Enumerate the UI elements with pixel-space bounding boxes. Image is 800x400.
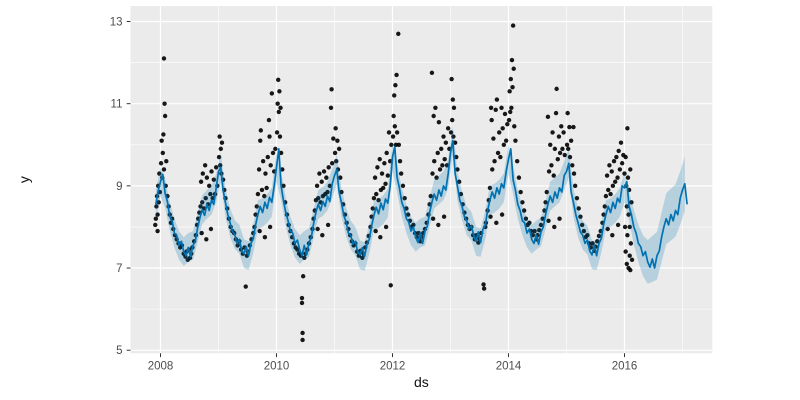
forecast-line <box>154 139 688 269</box>
x-tick-label: 2010 <box>264 360 290 372</box>
x-tick-label: 2012 <box>380 360 406 372</box>
y-tick-label: 13 <box>110 16 123 28</box>
axes: 2008 2010 2012 2014 2016 5 7 9 11 13 ds y <box>16 16 637 390</box>
y-axis-title: y <box>16 176 32 183</box>
x-tick-label: 2016 <box>612 360 638 372</box>
y-tick-label: 9 <box>116 181 122 193</box>
x-tick-label: 2014 <box>496 360 522 372</box>
y-tick-label: 7 <box>116 263 122 275</box>
x-tick-label: 2008 <box>148 360 174 372</box>
y-tick-label: 5 <box>116 345 122 357</box>
x-axis-title: ds <box>414 374 429 390</box>
y-tick-label: 11 <box>111 99 123 111</box>
uncertainty-band <box>155 126 685 284</box>
